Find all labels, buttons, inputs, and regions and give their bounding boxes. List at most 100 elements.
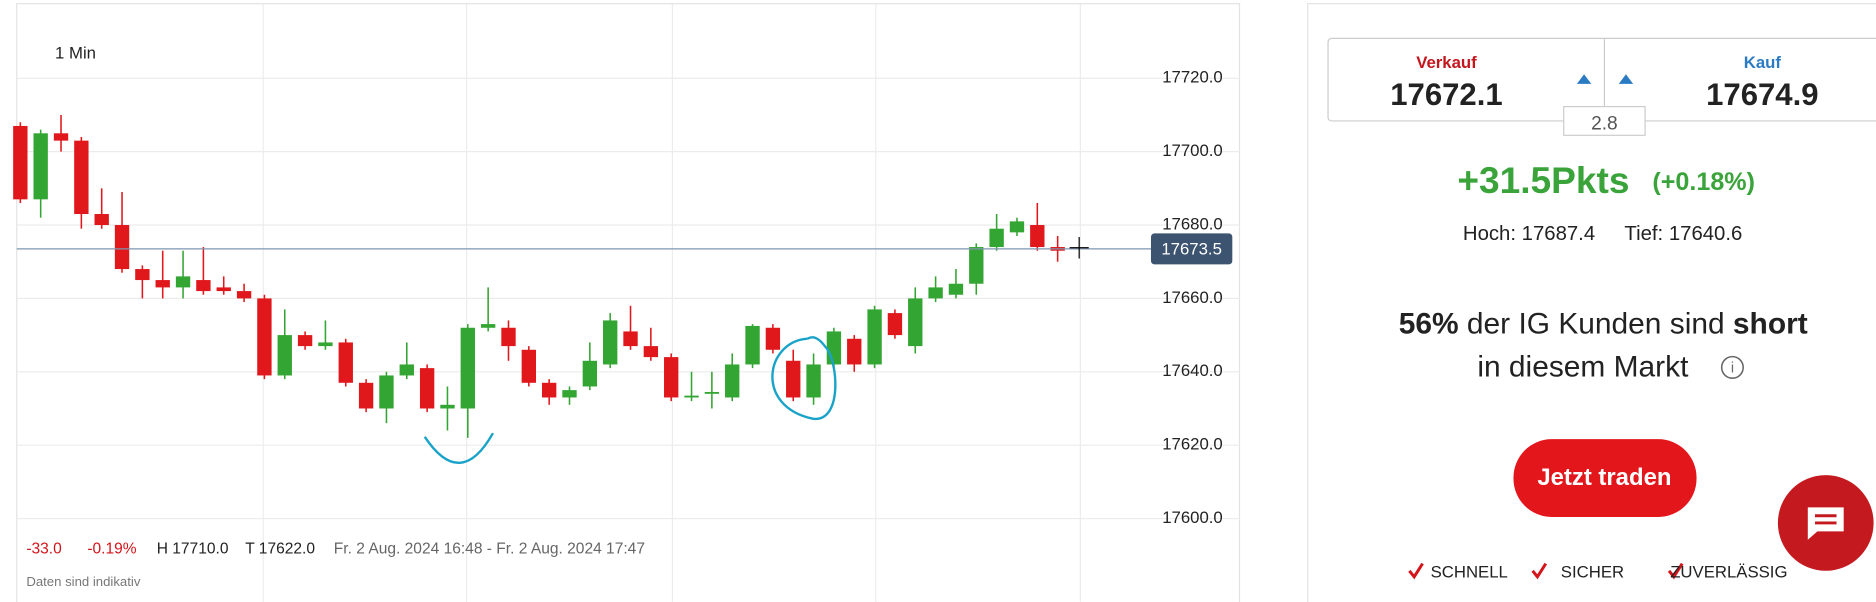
candle-body [928, 287, 943, 299]
y-tick-label: 17660.0 [1162, 288, 1223, 307]
stat-low: T 17622.0 [245, 540, 315, 557]
check [1408, 562, 1424, 580]
stat-high: H 17710.0 [157, 540, 229, 557]
candle-body [257, 298, 272, 376]
trade-button[interactable] [1513, 439, 1697, 517]
check [1531, 562, 1548, 580]
candle-body [480, 324, 496, 328]
feature: SICHER [1561, 563, 1624, 582]
candle-body [623, 331, 638, 347]
current-price-label: 17673.5 [1161, 239, 1222, 258]
candle-body [704, 391, 720, 394]
buy-label: Kauf [1744, 53, 1782, 72]
feature: SCHNELL [1431, 563, 1508, 582]
candle-body [745, 325, 760, 365]
y-tick-label: 17620.0 [1162, 435, 1223, 454]
candle-body [603, 320, 618, 365]
low: Tief: 17640.6 [1624, 223, 1742, 245]
note: Daten sind indikativ [26, 574, 141, 589]
candle-body [460, 327, 475, 409]
sell-label: Verkauf [1416, 53, 1477, 72]
sentiment-text2: in diesem Markt [1477, 351, 1689, 384]
candle-body [887, 313, 903, 336]
candle-body [338, 342, 353, 383]
candle-body [155, 280, 170, 288]
panel-frame [1307, 3, 1876, 602]
candle-body [74, 140, 89, 215]
y-tick-label: 17600.0 [1162, 508, 1223, 527]
change: +31.5Pkts [1457, 159, 1629, 201]
high: Hoch: 17687.4 [1463, 223, 1595, 245]
candle-body [175, 276, 191, 288]
candle-body [236, 291, 252, 299]
chat-icon-lines [1814, 514, 1837, 525]
candle-body [53, 133, 69, 141]
candle-body [440, 404, 455, 409]
annotation [771, 336, 837, 421]
candle-body [867, 309, 882, 365]
y-tick-label: 17700.0 [1162, 141, 1223, 160]
y-tick-label: 17720.0 [1162, 68, 1223, 87]
candle-body [786, 360, 801, 398]
candle-body [765, 327, 781, 350]
candle-body [826, 331, 842, 365]
candle-body [847, 338, 862, 365]
candle-body [13, 125, 28, 200]
current-price-box [1150, 233, 1233, 265]
arrows [1576, 74, 1634, 84]
candle-body [399, 364, 414, 376]
candle-body [521, 349, 536, 383]
candle-body [135, 269, 150, 281]
candle-body [216, 287, 231, 292]
candle-body [318, 342, 333, 347]
time-grid [262, 3, 1081, 602]
sentiment-pct: 56% [1399, 307, 1459, 340]
y-tick-label: 17680.0 [1162, 214, 1223, 233]
stat-change: -33.0 [26, 540, 62, 557]
interval: 1 Min [55, 43, 96, 62]
candle-body [989, 228, 1004, 248]
chart-frame [16, 3, 1241, 602]
info-icon[interactable] [1720, 355, 1744, 379]
candle-body [684, 395, 699, 398]
candle-body [94, 214, 109, 226]
candle-body [948, 283, 964, 295]
candle-body [806, 364, 821, 398]
candle-body [114, 225, 130, 270]
info-i: i [1731, 360, 1734, 376]
sentiment-text: der IG Kunden sind [1467, 307, 1725, 340]
candle-body [908, 298, 923, 347]
buy-price: 17674.9 [1706, 77, 1818, 112]
candle-body [725, 364, 740, 398]
check [1667, 562, 1684, 580]
candle-body [969, 247, 984, 284]
candle-body [297, 335, 313, 347]
candle-body [379, 375, 394, 409]
stat-change-pct: -0.19% [87, 540, 136, 557]
candle-body [562, 390, 577, 398]
candle-body [582, 360, 598, 387]
candle-body [1009, 221, 1025, 233]
spread: 2.8 [1591, 114, 1618, 135]
candle-body [419, 368, 435, 409]
candle-body [277, 335, 292, 376]
feature: ZUVERLÄSSIG [1670, 563, 1787, 582]
candle-body [358, 382, 374, 409]
candle-body [541, 382, 557, 398]
sell-price: 17672.1 [1390, 77, 1502, 112]
candle-body [196, 280, 211, 292]
sentiment: 56% der IG Kunden sind short [1399, 307, 1808, 340]
stat-range: Fr. 2 Aug. 2024 16:48 - Fr. 2 Aug. 2024 … [334, 540, 645, 557]
spread-box [1563, 105, 1646, 136]
candle-body [33, 133, 48, 200]
candle-body [664, 357, 679, 398]
annotation [423, 432, 494, 464]
candle-body [501, 327, 516, 347]
candle-body [1030, 225, 1045, 248]
candle-body [643, 346, 659, 358]
sentiment-side: short [1733, 307, 1808, 340]
trade-button-label: Jetzt traden [1537, 464, 1671, 491]
y-tick-label: 17640.0 [1162, 361, 1223, 380]
change-pct: (+0.18%) [1652, 168, 1755, 196]
